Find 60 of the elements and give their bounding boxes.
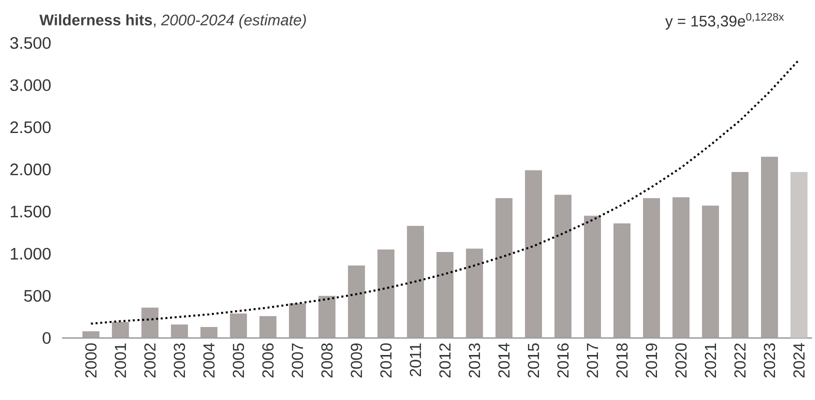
y-tick-label: 2.000 — [10, 164, 51, 176]
y-tick-label: 1.000 — [10, 248, 51, 260]
bar — [200, 327, 218, 338]
x-tick-label: 2016 — [557, 343, 569, 378]
bar — [495, 198, 512, 338]
bar — [230, 314, 247, 338]
x-tick-label: 2001 — [114, 343, 126, 378]
bar — [642, 198, 660, 338]
bar — [584, 216, 601, 338]
bar — [288, 303, 306, 338]
bar — [702, 206, 719, 338]
y-tick-label: 1.500 — [10, 206, 51, 218]
x-tick-label: 2017 — [586, 344, 598, 378]
bar — [790, 172, 808, 338]
x-tick-label: 2008 — [321, 343, 333, 378]
x-tick-label: 2015 — [528, 343, 540, 378]
bar — [170, 324, 188, 338]
x-tick-label: 2011 — [410, 343, 422, 376]
bar — [732, 172, 748, 338]
bar — [318, 296, 336, 338]
x-tick-label: 2005 — [232, 343, 244, 378]
y-tick-label: 0 — [42, 332, 51, 344]
bar — [259, 316, 276, 338]
text: y = 153,39e$^{0,1228x}$ — [665, 13, 784, 30]
bar — [377, 249, 394, 338]
x-tick-label: 2018 — [616, 343, 628, 378]
x-tick-label: 2000 — [85, 343, 97, 378]
bar — [406, 226, 424, 338]
y-tick-label: 500 — [24, 290, 51, 302]
y-tick-label: 3.000 — [10, 79, 51, 92]
chart-title: Wilderness hits, 2000-2024 (estimate) — [39, 14, 306, 28]
x-tick-label: 2004 — [203, 343, 215, 378]
x-tick-label: 2002 — [144, 344, 156, 378]
bar — [112, 322, 129, 338]
x-tick-label: 2020 — [675, 343, 687, 378]
x-tick-label: 2023 — [764, 343, 776, 378]
bar — [554, 194, 572, 338]
y-tick-label: 2.500 — [10, 121, 51, 134]
bar — [141, 308, 158, 338]
x-tick-label: 2021 — [704, 343, 716, 378]
bar — [672, 197, 690, 338]
bar — [524, 170, 542, 338]
x-tick-label: 2013 — [468, 343, 480, 378]
x-tick-label: 2014 — [498, 343, 510, 378]
bar — [761, 156, 778, 338]
y-tick-label: 3.500 — [10, 37, 51, 49]
bar — [82, 331, 100, 338]
bar — [436, 252, 454, 338]
bar — [348, 266, 365, 338]
x-tick-label: 2022 — [734, 344, 746, 378]
x-tick-label: 2010 — [380, 343, 392, 378]
bar — [613, 223, 630, 338]
x-tick-label: 2012 — [439, 344, 451, 378]
x-tick-label: 2009 — [350, 343, 362, 378]
x-tick-label: 2007 — [292, 344, 304, 378]
x-tick-label: 2024 — [793, 343, 805, 378]
x-tick-label: 2003 — [174, 343, 186, 378]
bar — [466, 248, 483, 338]
x-tick-label: 2019 — [646, 343, 658, 378]
x-tick-label: 2006 — [262, 343, 274, 378]
